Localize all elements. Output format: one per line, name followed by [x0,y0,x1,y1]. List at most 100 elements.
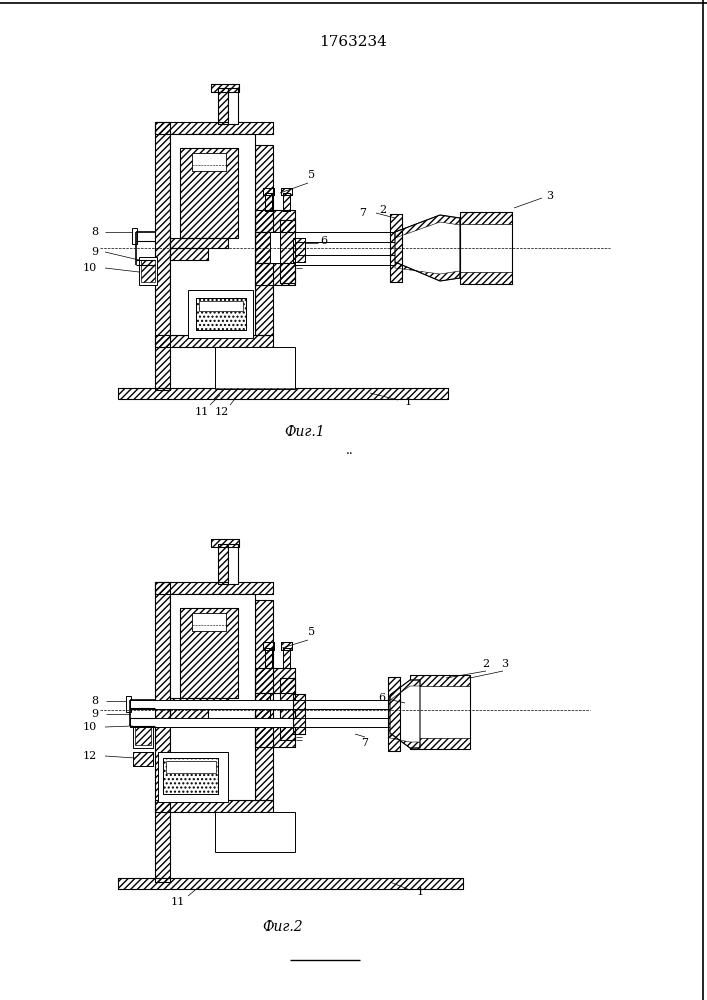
Polygon shape [395,215,460,281]
Text: 5: 5 [308,170,315,180]
Bar [270,232,280,263]
Bar [390,214,402,282]
Bar [170,238,228,248]
Bar [133,752,153,766]
Text: 10: 10 [83,722,97,732]
Bar [293,238,305,262]
Bar [410,675,470,749]
Bar [263,642,274,650]
Bar [265,193,272,211]
Bar [255,722,295,747]
Bar [255,232,270,263]
Bar [265,648,272,668]
Text: 6: 6 [320,236,327,246]
Bar [388,677,400,751]
Text: 8: 8 [91,696,98,706]
Bar [135,721,151,745]
Bar [255,600,273,800]
Text: 5: 5 [308,627,315,637]
Bar [192,153,226,171]
Bar [215,347,295,389]
Bar [155,122,273,134]
Bar [196,298,246,330]
Bar [460,212,512,284]
Bar [280,220,295,283]
Bar [218,88,228,124]
Bar [281,188,292,195]
Text: 11: 11 [195,407,209,417]
Bar [410,738,470,749]
Bar [141,260,155,282]
Bar [118,878,463,889]
Bar [410,675,470,686]
Bar [192,613,226,631]
Text: 3: 3 [547,191,554,201]
Bar [255,693,270,722]
Bar [130,700,410,709]
Bar [255,232,270,263]
Bar [170,708,208,720]
Bar [158,752,228,802]
Bar [283,648,290,668]
Bar [283,193,290,211]
Bar [281,642,292,650]
Bar [283,193,290,211]
Bar [155,800,273,812]
Bar [211,539,239,547]
Bar [170,698,228,708]
Bar [255,668,295,693]
Bar [170,594,255,800]
Bar [155,122,170,390]
Bar [255,145,273,335]
Bar [211,84,239,92]
Bar [170,134,255,335]
Bar [130,718,410,727]
Text: 7: 7 [361,738,368,748]
Bar [170,248,208,260]
Bar [280,678,295,740]
Bar [280,678,295,740]
Text: 12: 12 [83,751,97,761]
Text: 11: 11 [171,897,185,907]
Bar [211,539,239,547]
Bar [280,220,295,283]
Text: 9: 9 [91,247,98,257]
Bar [180,608,238,698]
Bar [255,263,295,285]
Bar [118,388,448,399]
Polygon shape [390,680,420,748]
Bar [293,694,305,734]
Bar [163,758,218,794]
Bar [295,255,395,265]
Bar [133,752,153,766]
Bar [155,122,170,390]
Bar [218,88,228,124]
Bar [390,214,402,282]
Bar [255,722,295,747]
Bar [265,193,272,211]
Bar [133,718,153,748]
Bar [255,693,270,722]
Bar [228,88,238,124]
Bar [228,544,238,584]
Bar [139,257,157,285]
Bar [196,298,246,330]
Bar [263,188,274,195]
Bar [255,668,295,693]
Text: 10: 10 [83,263,97,273]
Text: ··: ·· [346,448,354,462]
Text: 3: 3 [501,659,508,669]
Bar [155,800,273,812]
Text: 12: 12 [215,407,229,417]
Bar [170,238,228,248]
Bar [118,388,448,399]
Bar [180,148,238,238]
Bar [281,642,292,650]
Bar [218,544,228,584]
Bar [155,582,273,594]
Bar [155,122,273,134]
Text: 7: 7 [359,208,366,218]
Bar [255,210,295,232]
Bar [155,582,170,882]
Bar [263,642,274,650]
